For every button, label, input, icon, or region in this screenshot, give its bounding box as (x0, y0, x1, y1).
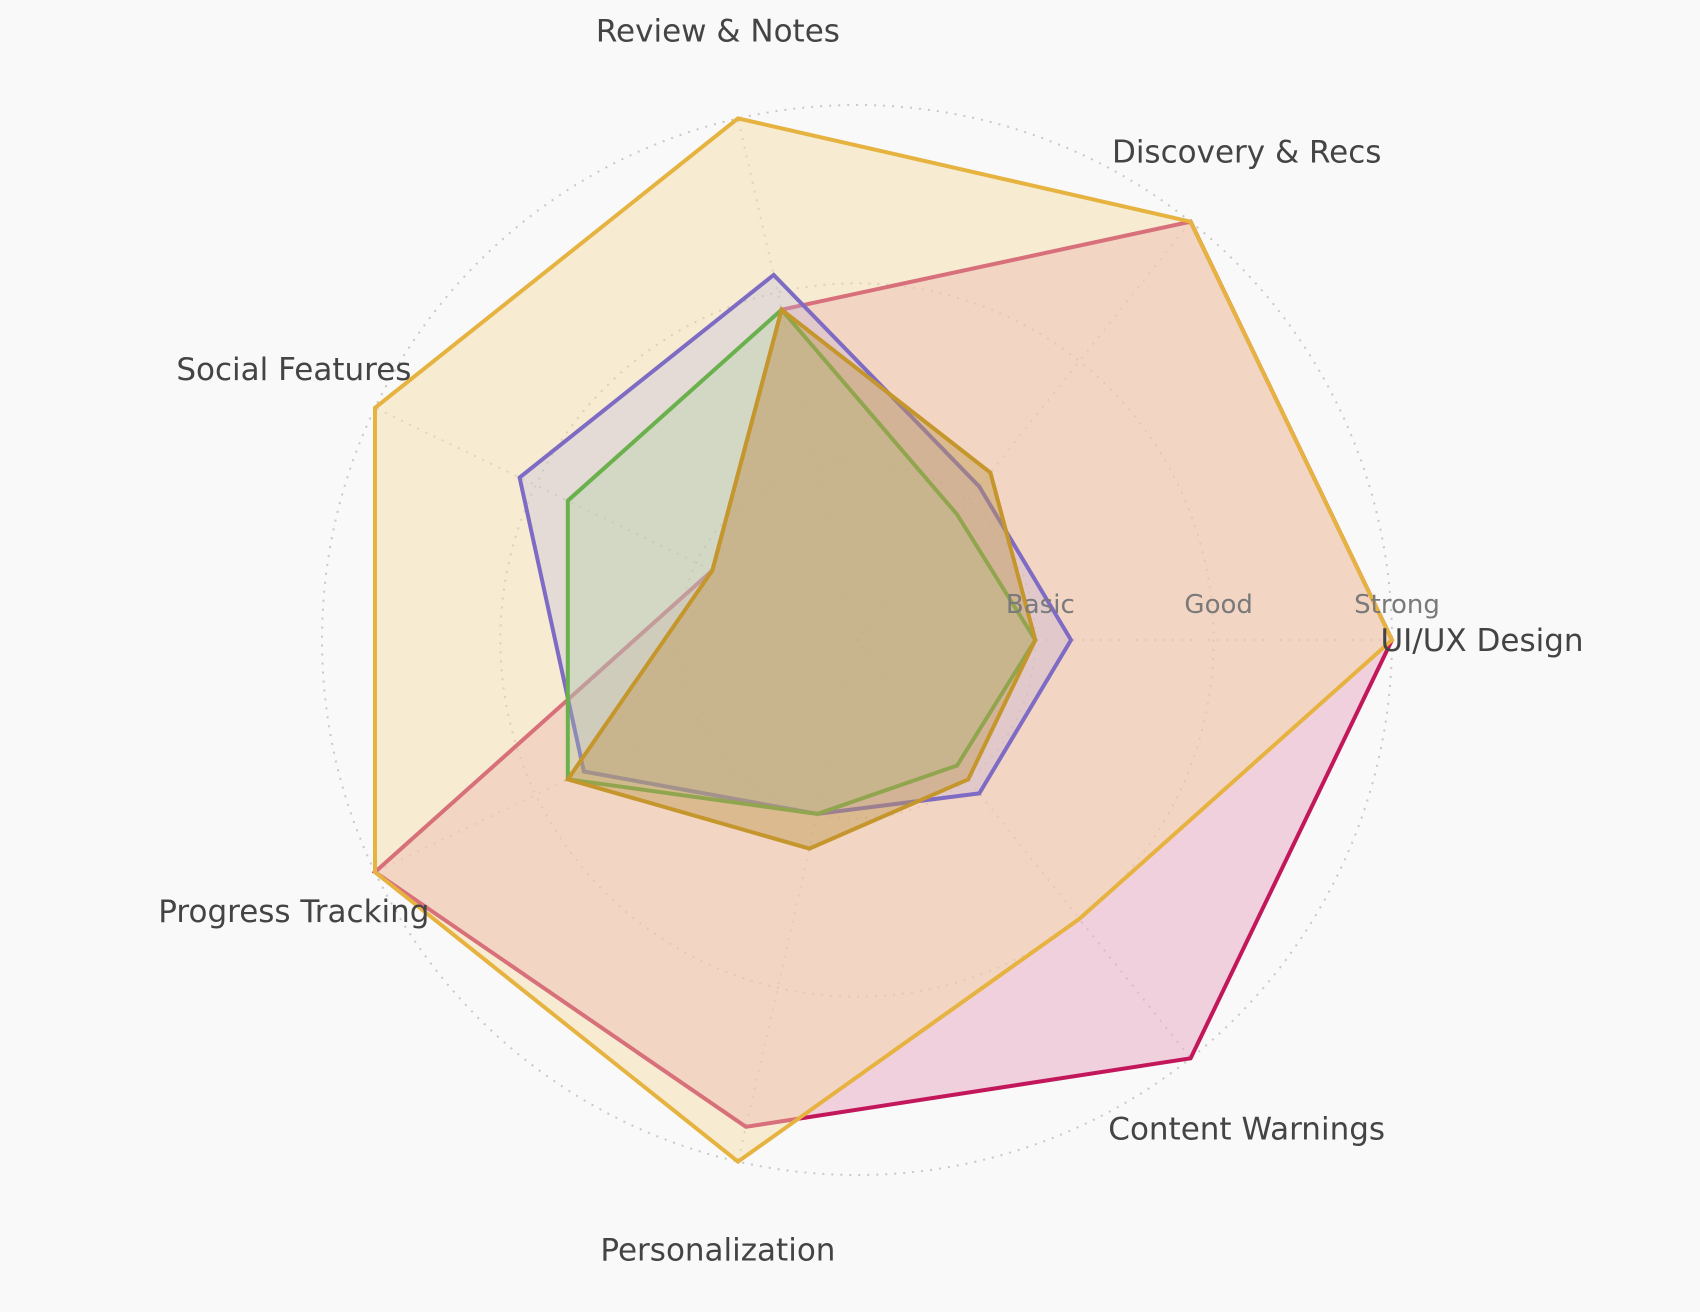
level-label: Good (1184, 590, 1252, 620)
series-polygon-1 (371, 219, 1395, 1129)
axis-label: Progress Tracking (158, 894, 429, 930)
level-label: Basic (1006, 590, 1075, 620)
axis-label: UI/UX Design (1380, 623, 1583, 659)
series-polygon-2 (373, 116, 1395, 1165)
axis-label: Social Features (176, 352, 411, 388)
level-label: Strong (1354, 590, 1440, 620)
series-polygon-5 (564, 306, 1038, 851)
series-layer (371, 116, 1395, 1165)
axis-label: Personalization (600, 1232, 835, 1268)
series-polygon-3 (517, 272, 1074, 816)
axis-label: Content Warnings (1108, 1112, 1385, 1148)
axis-label: Review & Notes (596, 14, 840, 50)
axis-label: Discovery & Recs (1112, 134, 1381, 170)
series-polygon-4 (565, 306, 1038, 816)
